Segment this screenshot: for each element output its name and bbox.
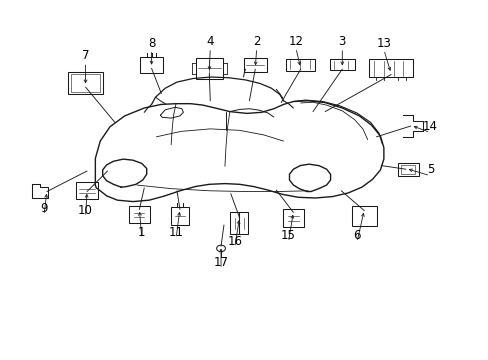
Bar bbox=[401, 165, 414, 174]
Text: 17: 17 bbox=[213, 256, 228, 269]
Text: 8: 8 bbox=[147, 37, 155, 50]
Bar bbox=[351, 206, 376, 226]
Bar bbox=[239, 212, 248, 234]
Bar bbox=[329, 59, 354, 70]
Text: 12: 12 bbox=[288, 35, 303, 48]
Bar bbox=[71, 74, 100, 92]
Bar bbox=[244, 58, 266, 72]
Text: 2: 2 bbox=[252, 35, 260, 48]
Text: 15: 15 bbox=[281, 229, 295, 242]
Text: 3: 3 bbox=[338, 35, 346, 48]
Bar bbox=[68, 72, 103, 94]
Bar bbox=[129, 206, 149, 223]
Bar bbox=[285, 59, 315, 71]
Text: 6: 6 bbox=[352, 229, 360, 242]
Text: 9: 9 bbox=[40, 202, 48, 215]
Text: 7: 7 bbox=[81, 49, 89, 62]
Bar bbox=[368, 59, 412, 77]
Text: 13: 13 bbox=[376, 37, 390, 50]
Text: 14: 14 bbox=[422, 120, 437, 132]
Bar bbox=[140, 57, 163, 73]
Text: 16: 16 bbox=[227, 235, 242, 248]
Bar bbox=[397, 163, 418, 176]
Bar bbox=[195, 58, 223, 79]
Text: 5: 5 bbox=[426, 163, 433, 176]
Text: 4: 4 bbox=[206, 35, 214, 48]
Text: 11: 11 bbox=[168, 226, 183, 239]
Bar bbox=[170, 207, 189, 225]
Bar bbox=[283, 209, 303, 227]
Bar bbox=[229, 212, 239, 234]
Bar bbox=[76, 182, 98, 199]
Text: 1: 1 bbox=[138, 226, 145, 239]
Text: 10: 10 bbox=[78, 204, 93, 217]
